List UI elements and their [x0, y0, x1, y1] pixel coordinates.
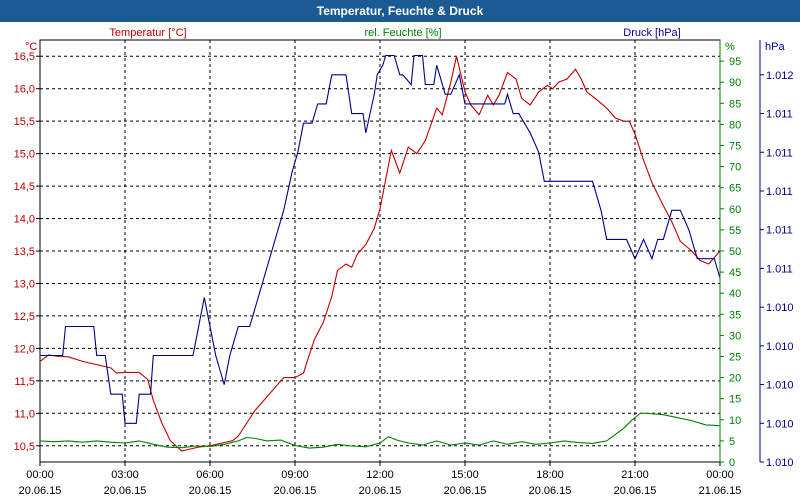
temperature-unit: °C: [25, 41, 37, 53]
humidity-tick-label: 30: [729, 330, 741, 342]
x-tick-time: 09:00: [281, 469, 309, 481]
temperature-axis-label: Temperatur [°C]: [109, 27, 186, 39]
x-tick-date: 20.06.15: [19, 485, 62, 497]
x-tick-time: 15:00: [451, 469, 479, 481]
temperature-tick-label: 14,5: [14, 181, 35, 193]
axes-group: 10,5 11,0 11,5 12,0 12,5 13,0 13,5 14,0 14,5 15,0…: [14, 40, 794, 497]
pressure-tick-label: 1.011: [766, 147, 793, 159]
x-tick-date: 20.06.15: [614, 485, 657, 497]
temperature-tick-label: 12,5: [14, 311, 35, 323]
pressure-tick-label: 1.012: [766, 70, 794, 82]
humidity-tick-label: 40: [729, 288, 741, 300]
humidity-axis-label: rel. Feuchte [%]: [364, 27, 441, 39]
humidity-tick-label: 85: [729, 98, 741, 110]
temperature-tick-label: 10,5: [14, 441, 35, 453]
pressure-axis-label: Druck [hPa]: [623, 27, 680, 39]
grid: [39, 39, 721, 463]
x-tick-time: 21:00: [621, 469, 649, 481]
x-tick-time: 06:00: [196, 469, 224, 481]
x-tick-date: 20.06.15: [274, 485, 317, 497]
pressure-tick-label: 1.011: [766, 225, 793, 237]
humidity-tick-label: 20: [729, 373, 741, 385]
temperature-tick-label: 13,0: [14, 278, 35, 290]
x-tick-date: 20.06.15: [529, 485, 572, 497]
pressure-unit: hPa: [765, 41, 785, 53]
humidity-tick-label: 25: [729, 352, 741, 364]
humidity-tick-label: 95: [729, 56, 741, 68]
temperature-tick-label: 13,5: [14, 246, 35, 258]
temperature-tick-label: 16,5: [14, 51, 35, 63]
x-tick-date: 20.06.15: [359, 485, 402, 497]
humidity-tick-label: 60: [729, 204, 741, 216]
humidity-tick-label: 10: [729, 415, 741, 427]
x-tick-time: 00:00: [26, 469, 54, 481]
pressure-tick-label: 1.011: [766, 186, 793, 198]
x-tick-date: 21.06.15: [699, 485, 742, 497]
series-group: [39, 54, 721, 452]
humidity-tick-label: 50: [729, 246, 741, 258]
humidity-tick-label: 15: [729, 394, 741, 406]
pressure-tick-label: 1.011: [766, 263, 793, 275]
pressure-tick-label: 1.010: [766, 457, 794, 469]
humidity-tick-label: 0: [729, 457, 735, 469]
humidity-unit: %: [725, 41, 735, 53]
temperature-tick-label: 12,0: [14, 343, 35, 355]
x-tick-date: 20.06.15: [189, 485, 232, 497]
temperature-tick-label: 16,0: [14, 84, 35, 96]
pressure-tick-label: 1.010: [766, 302, 794, 314]
humidity-tick-label: 80: [729, 119, 741, 131]
x-tick-time: 12:00: [366, 469, 394, 481]
temperature-tick-label: 14,0: [14, 214, 35, 226]
humidity-tick-label: 45: [729, 267, 741, 279]
x-tick-time: 18:00: [536, 469, 564, 481]
pressure-series-line: [40, 54, 721, 424]
x-tick-time: 03:00: [111, 469, 139, 481]
pressure-tick-label: 1.010: [766, 418, 794, 430]
humidity-series-line: [39, 412, 721, 449]
x-tick-time: 00:00: [706, 469, 734, 481]
humidity-tick-label: 90: [729, 77, 741, 89]
temperature-tick-label: 15,5: [14, 116, 35, 128]
humidity-tick-label: 35: [729, 309, 741, 321]
pressure-tick-label: 1.010: [766, 341, 794, 353]
temperature-tick-label: 11,0: [14, 408, 35, 420]
x-tick-date: 20.06.15: [104, 485, 147, 497]
humidity-tick-label: 75: [729, 141, 741, 153]
humidity-tick-label: 55: [729, 225, 741, 237]
pressure-tick-label: 1.011: [766, 109, 793, 121]
humidity-tick-label: 70: [729, 162, 741, 174]
temperature-tick-label: 15,0: [14, 149, 35, 161]
humidity-tick-label: 5: [729, 436, 735, 448]
humidity-tick-label: 65: [729, 183, 741, 195]
x-tick-date: 20.06.15: [444, 485, 487, 497]
chart-title: Temperatur, Feuchte & Druck: [0, 0, 800, 22]
temperature-tick-label: 11,5: [14, 376, 35, 388]
pressure-tick-label: 1.010: [766, 380, 794, 392]
